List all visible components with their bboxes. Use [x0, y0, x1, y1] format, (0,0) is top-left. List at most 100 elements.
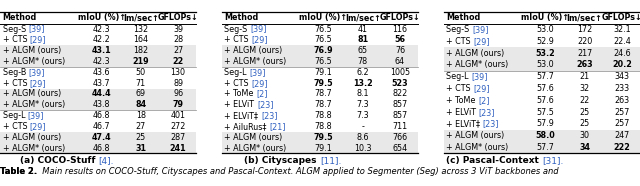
Text: 79.5: 79.5	[314, 79, 333, 88]
Text: 6.2: 6.2	[356, 68, 369, 77]
Text: 857: 857	[392, 111, 408, 120]
Text: 13.2: 13.2	[353, 79, 372, 88]
Text: + CTS: + CTS	[3, 122, 29, 131]
Bar	[222, 56, 418, 67]
Text: 44.4: 44.4	[92, 89, 111, 98]
Text: 654: 654	[392, 144, 408, 153]
Text: 10.3: 10.3	[354, 144, 371, 153]
Bar	[222, 132, 418, 143]
Text: 822: 822	[392, 89, 408, 98]
Text: 263: 263	[614, 96, 629, 105]
Text: 25: 25	[579, 108, 589, 117]
Text: [29]: [29]	[252, 79, 268, 88]
Text: + ALGM* (ours): + ALGM* (ours)	[3, 144, 65, 153]
Text: 46.8: 46.8	[93, 111, 110, 120]
Text: 7.3: 7.3	[356, 100, 369, 109]
Text: 401: 401	[171, 111, 186, 120]
Text: 81: 81	[357, 35, 368, 44]
Text: [39]: [39]	[28, 68, 45, 77]
Text: [23]: [23]	[483, 119, 499, 129]
Text: + CTS: + CTS	[225, 79, 252, 88]
Text: [39]: [39]	[250, 25, 267, 33]
Text: + ALGM* (ours): + ALGM* (ours)	[3, 57, 65, 66]
Bar	[0, 89, 196, 99]
Text: 78: 78	[358, 57, 368, 66]
Text: + ELViT‡: + ELViT‡	[225, 111, 261, 120]
Text: [4].: [4].	[98, 156, 114, 165]
Text: 22.4: 22.4	[613, 37, 631, 46]
Text: 34: 34	[579, 143, 590, 152]
Text: 1005: 1005	[390, 68, 410, 77]
Text: Method: Method	[3, 13, 37, 22]
Text: 241: 241	[170, 144, 186, 153]
Text: 287: 287	[170, 133, 186, 142]
Text: 130: 130	[171, 68, 186, 77]
Text: 24.6: 24.6	[613, 49, 630, 58]
Bar	[444, 142, 640, 153]
Text: [31].: [31].	[542, 156, 563, 165]
Text: 84: 84	[135, 100, 147, 109]
Text: 32: 32	[579, 84, 589, 93]
Text: mIoU (%)↑: mIoU (%)↑	[521, 13, 570, 22]
Text: 8.1: 8.1	[356, 89, 369, 98]
Text: 27: 27	[173, 46, 183, 55]
Text: 79: 79	[173, 100, 184, 109]
Text: + ALGM (ours): + ALGM (ours)	[3, 133, 61, 142]
Bar	[444, 59, 640, 71]
Text: 343: 343	[614, 72, 629, 81]
Text: 53.0: 53.0	[536, 25, 554, 34]
Text: [29]: [29]	[29, 79, 46, 88]
Text: 32.1: 32.1	[613, 25, 630, 34]
Text: 116: 116	[392, 25, 408, 33]
Text: 53.2: 53.2	[536, 49, 555, 58]
Text: GFLOPs↓: GFLOPs↓	[380, 13, 420, 22]
Text: 711: 711	[392, 122, 408, 131]
Text: [29]: [29]	[474, 84, 490, 93]
Text: 18: 18	[136, 111, 146, 120]
Text: mIoU (%)↑: mIoU (%)↑	[77, 13, 125, 22]
Text: + ALGM (ours): + ALGM (ours)	[3, 89, 61, 98]
Text: Seg-L: Seg-L	[446, 72, 471, 81]
Text: Im/sec↑: Im/sec↑	[123, 13, 159, 22]
Text: 20.2: 20.2	[612, 60, 632, 69]
Text: [29]: [29]	[474, 37, 490, 46]
Text: (b) Cityscapes: (b) Cityscapes	[244, 156, 320, 165]
Text: Seg-B: Seg-B	[3, 68, 28, 77]
Text: 43.8: 43.8	[93, 100, 110, 109]
Text: 27: 27	[136, 122, 146, 131]
Text: + ALGM* (ours): + ALGM* (ours)	[225, 57, 287, 66]
Text: [39]: [39]	[472, 25, 488, 34]
Text: 28: 28	[173, 35, 183, 44]
Text: 257: 257	[614, 108, 630, 117]
Text: [23]: [23]	[261, 111, 277, 120]
Text: + CTS: + CTS	[225, 35, 252, 44]
Text: [29]: [29]	[29, 35, 46, 44]
Text: + CTS: + CTS	[446, 37, 474, 46]
Text: 43.1: 43.1	[92, 46, 111, 55]
Text: [23]: [23]	[257, 100, 273, 109]
Text: 89: 89	[173, 79, 183, 88]
Text: Seg-L: Seg-L	[225, 68, 250, 77]
Text: Im/sec↑: Im/sec↑	[566, 13, 602, 22]
Bar	[0, 99, 196, 110]
Text: 31: 31	[135, 144, 147, 153]
Text: (c) Pascal-Context: (c) Pascal-Context	[446, 156, 542, 165]
Bar	[0, 132, 196, 143]
Text: 79.1: 79.1	[314, 144, 332, 153]
Text: (a) COCO-Stuff: (a) COCO-Stuff	[19, 156, 98, 165]
Text: GFLOPs↓: GFLOPs↓	[157, 13, 198, 22]
Text: [39]: [39]	[250, 68, 266, 77]
Text: 22: 22	[579, 96, 589, 105]
Text: + ELViT: + ELViT	[446, 108, 479, 117]
Bar	[444, 130, 640, 142]
Text: + ALGM (ours): + ALGM (ours)	[225, 46, 283, 55]
Text: + ALGM (ours): + ALGM (ours)	[446, 49, 504, 58]
Text: Method: Method	[446, 13, 481, 22]
Text: 30: 30	[580, 131, 589, 140]
Text: + ALGM* (ours): + ALGM* (ours)	[3, 100, 65, 109]
Text: mIoU (%)↑: mIoU (%)↑	[300, 13, 348, 22]
Text: 46.7: 46.7	[93, 122, 110, 131]
Text: + ALGM* (ours): + ALGM* (ours)	[446, 60, 509, 69]
Text: 22: 22	[173, 57, 184, 66]
Text: + ToMe: + ToMe	[446, 96, 478, 105]
